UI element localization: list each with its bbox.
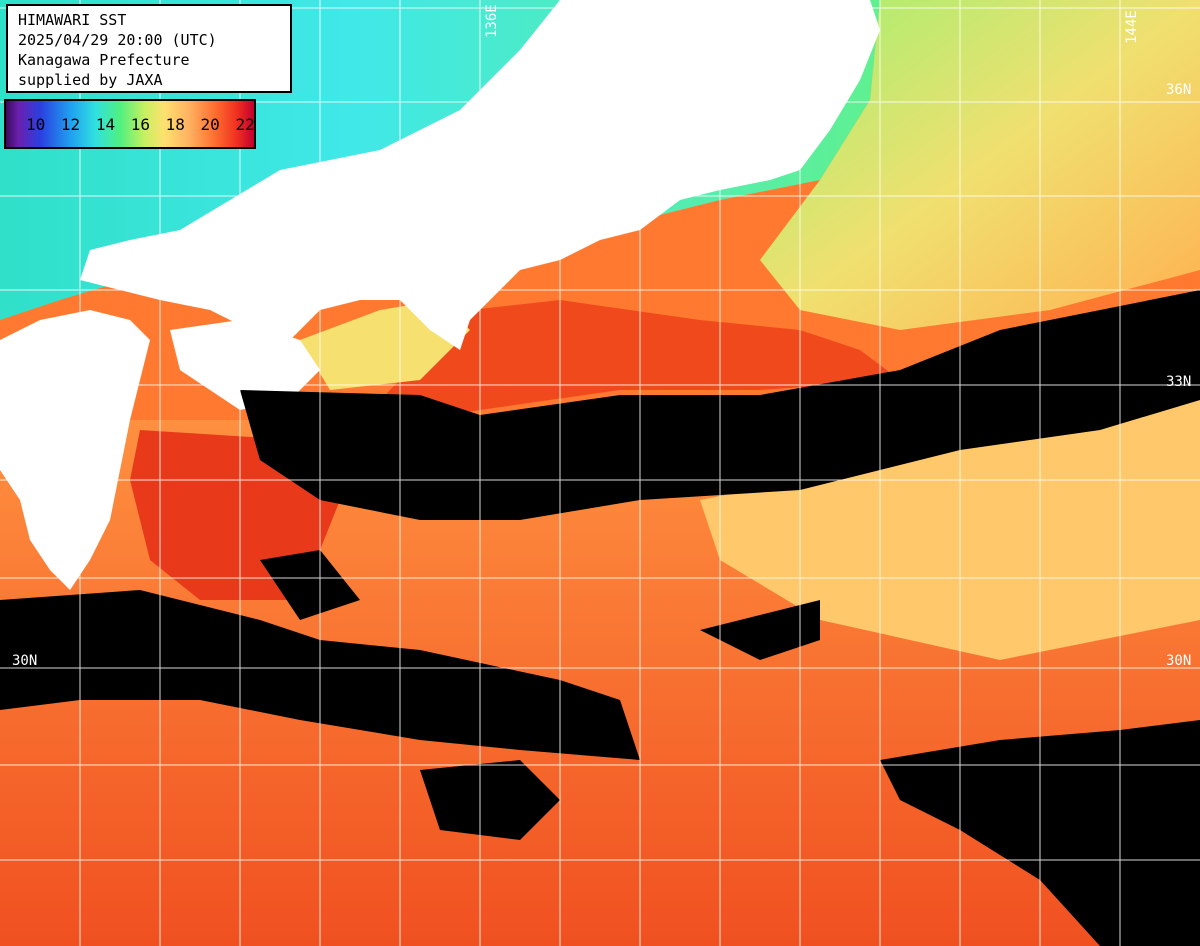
legend-tick: 20: [200, 115, 220, 134]
product-title: HIMAWARI SST: [18, 11, 127, 29]
lon-label-136e: 136E: [484, 4, 500, 38]
legend-tick: 12: [60, 115, 81, 134]
east-yellow-region: [700, 400, 1200, 660]
cloud-band-3: [700, 600, 820, 660]
legend-ticks: 10 12 14 16 18 20 22: [26, 115, 261, 134]
land-izu: [540, 195, 565, 250]
temperature-legend: 10 12 14 16 18 20 22: [4, 99, 256, 149]
lat-label-33n: 33N: [1166, 374, 1192, 390]
lat-label-33-left: 33: [12, 374, 29, 390]
lat-label-30n: 30N: [12, 653, 38, 669]
lat-label-30n-right: 30N: [1166, 653, 1192, 669]
timestamp: 2025/04/29 20:00 (UTC): [18, 31, 217, 49]
land-shikoku: [170, 320, 320, 410]
east-transition-sea: [760, 0, 1200, 330]
info-box: HIMAWARI SST 2025/04/29 20:00 (UTC) Kana…: [6, 4, 292, 93]
legend-tick: 22: [235, 115, 255, 134]
lat-label-36n: 36N: [1166, 82, 1192, 98]
legend-tick: 10: [26, 115, 46, 134]
legend-tick: 14: [95, 115, 116, 134]
land-kyushu: [0, 310, 150, 590]
data-source: supplied by JAXA: [18, 71, 163, 89]
cloud-band-6: [260, 550, 360, 620]
cloud-band-5: [420, 760, 560, 840]
legend-tick: 18: [165, 115, 185, 134]
provider-prefecture: Kanagawa Prefecture: [18, 51, 190, 69]
lon-label-144e: 144E: [1124, 10, 1140, 44]
legend-tick: 16: [130, 115, 150, 134]
